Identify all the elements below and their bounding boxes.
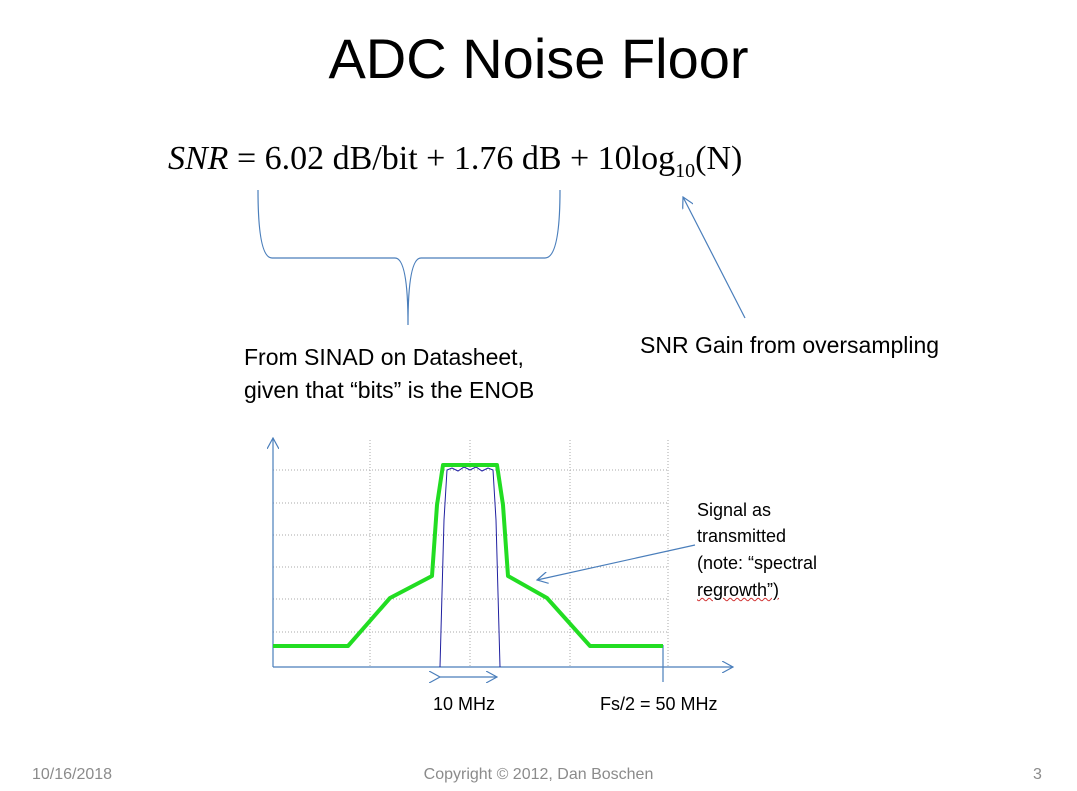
annotation: transmitted [697, 526, 787, 546]
annotation: Signal as [697, 500, 772, 520]
formula-arg: (N) [695, 140, 743, 177]
brace-label: given that “bits” is the ENOB [244, 377, 535, 403]
annotation: (note: “spectral [697, 553, 818, 573]
gain-label: SNR Gain from oversampling [640, 332, 940, 358]
title: ADC Noise Floor [328, 27, 749, 90]
formula-lhs: SNR [168, 140, 229, 177]
footer-page: 3 [1033, 766, 1042, 783]
footer-copyright: Copyright © 2012, Dan Boschen [423, 766, 654, 783]
formula-subscript: 10 [675, 159, 696, 182]
gain-arrow [683, 197, 746, 319]
received-spectrum [439, 466, 501, 668]
transmitted-spectrum [273, 463, 663, 648]
formula: SNR = 6.02 dB/bit + 1.76 dB + 10log10(N) [168, 140, 742, 183]
formula-rhs: = 6.02 dB/bit + 1.76 dB + 10log [236, 140, 676, 177]
bandwidth-label: 10 MHz [433, 694, 496, 714]
brace [257, 189, 561, 326]
annotation: regrowth”) [697, 580, 780, 600]
nyquist-label: Fs/2 = 50 MHz [600, 694, 718, 714]
grid [273, 440, 669, 667]
footer-date: 10/16/2018 [32, 766, 113, 783]
brace-label: From SINAD on Datasheet, [244, 344, 524, 370]
annotation-arrow [537, 544, 696, 580]
